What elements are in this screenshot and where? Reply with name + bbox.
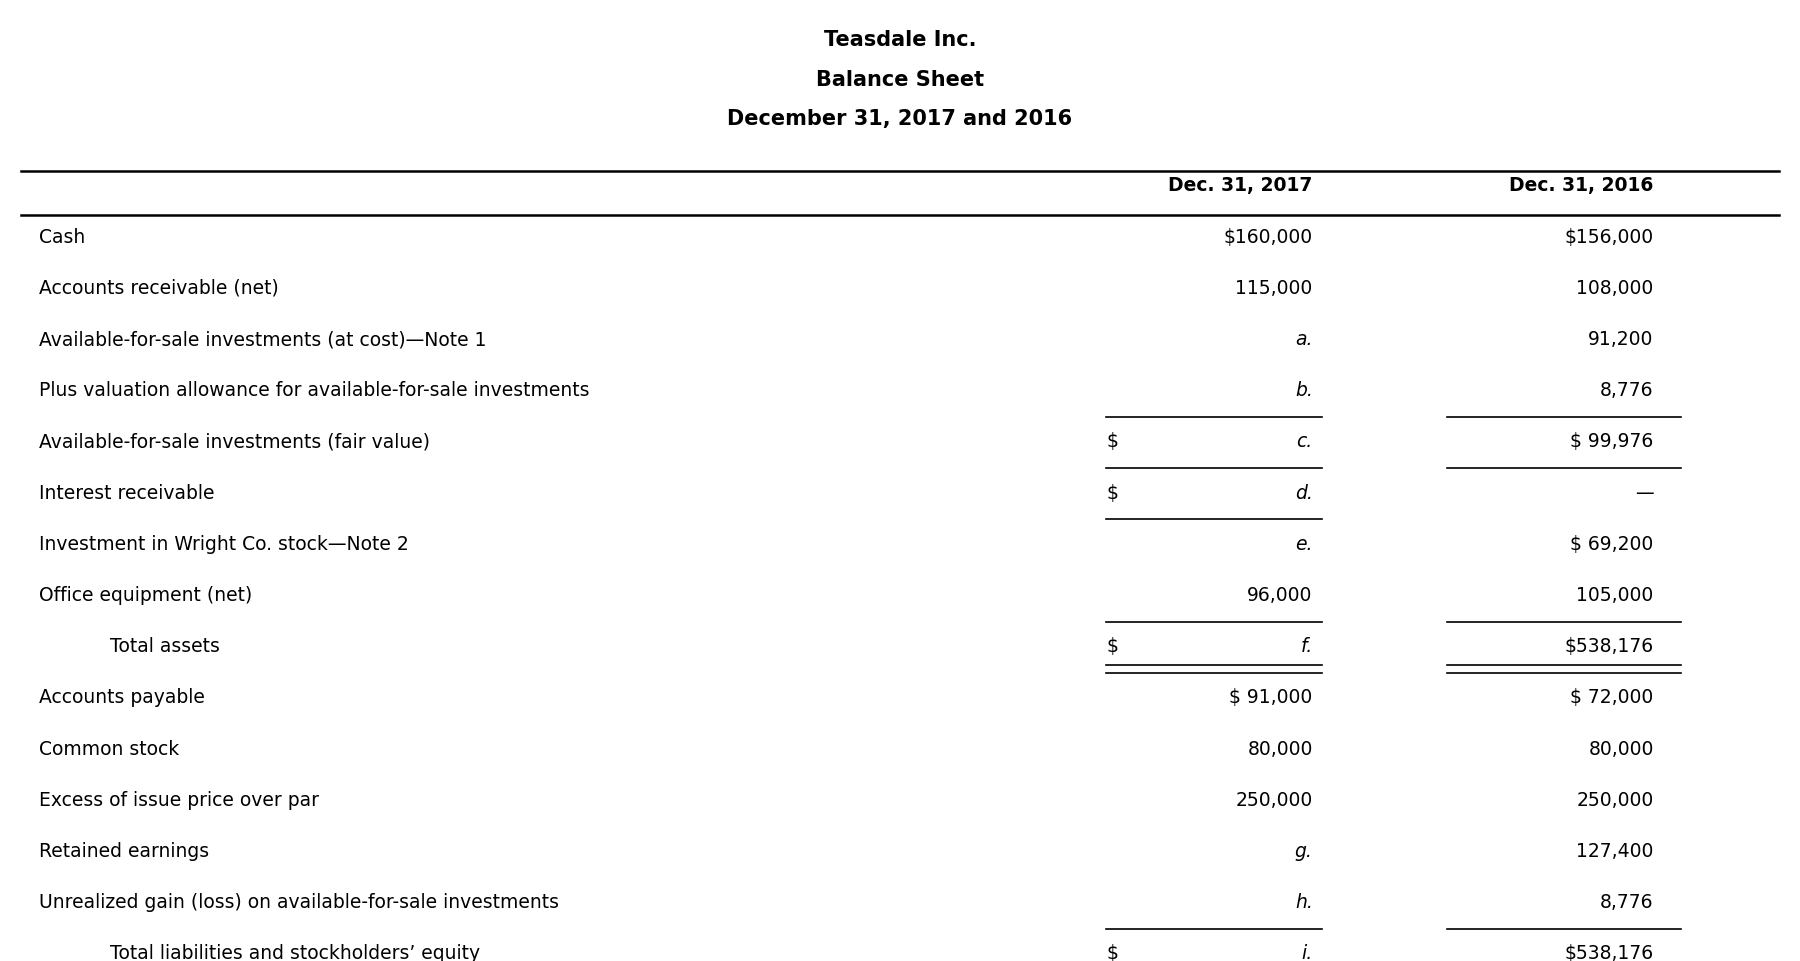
Text: 105,000: 105,000 [1577,586,1654,605]
Text: Office equipment (net): Office equipment (net) [38,586,252,605]
Text: $160,000: $160,000 [1224,228,1312,247]
Text: g.: g. [1294,842,1312,861]
Text: Plus valuation allowance for available-for-sale investments: Plus valuation allowance for available-f… [38,382,589,401]
Text: f.: f. [1300,637,1312,656]
Text: Balance Sheet: Balance Sheet [815,69,985,89]
Text: Available-for-sale investments (at cost)—Note 1: Available-for-sale investments (at cost)… [38,330,486,349]
Text: h.: h. [1294,894,1312,912]
Text: $: $ [1107,432,1118,452]
Text: 91,200: 91,200 [1588,330,1654,349]
Text: e.: e. [1296,535,1312,554]
Text: Dec. 31, 2017: Dec. 31, 2017 [1168,176,1312,194]
Text: $ 69,200: $ 69,200 [1570,535,1654,554]
Text: Total liabilities and stockholders’ equity: Total liabilities and stockholders’ equi… [110,945,481,961]
Text: d.: d. [1294,483,1312,503]
Text: Accounts payable: Accounts payable [38,688,205,707]
Text: 115,000: 115,000 [1235,279,1312,298]
Text: Unrealized gain (loss) on available-for-sale investments: Unrealized gain (loss) on available-for-… [38,894,558,912]
Text: —: — [1634,483,1654,503]
Text: i.: i. [1301,945,1312,961]
Text: 127,400: 127,400 [1577,842,1654,861]
Text: 108,000: 108,000 [1577,279,1654,298]
Text: a.: a. [1296,330,1312,349]
Text: Total assets: Total assets [110,637,220,656]
Text: c.: c. [1296,432,1312,452]
Text: 80,000: 80,000 [1247,740,1312,758]
Text: 80,000: 80,000 [1588,740,1654,758]
Text: December 31, 2017 and 2016: December 31, 2017 and 2016 [727,109,1073,129]
Text: $: $ [1107,945,1118,961]
Text: Dec. 31, 2016: Dec. 31, 2016 [1508,176,1654,194]
Text: Interest receivable: Interest receivable [38,483,214,503]
Text: b.: b. [1294,382,1312,401]
Text: Teasdale Inc.: Teasdale Inc. [824,30,976,50]
Text: Available-for-sale investments (fair value): Available-for-sale investments (fair val… [38,432,430,452]
Text: $538,176: $538,176 [1564,637,1654,656]
Text: 250,000: 250,000 [1235,791,1312,810]
Text: Common stock: Common stock [38,740,178,758]
Text: $ 91,000: $ 91,000 [1229,688,1312,707]
Text: Investment in Wright Co. stock—Note 2: Investment in Wright Co. stock—Note 2 [38,535,409,554]
Text: 8,776: 8,776 [1600,382,1654,401]
Text: Accounts receivable (net): Accounts receivable (net) [38,279,279,298]
Text: $ 99,976: $ 99,976 [1570,432,1654,452]
Text: Retained earnings: Retained earnings [38,842,209,861]
Text: 8,776: 8,776 [1600,894,1654,912]
Text: Excess of issue price over par: Excess of issue price over par [38,791,319,810]
Text: $: $ [1107,637,1118,656]
Text: $538,176: $538,176 [1564,945,1654,961]
Text: 96,000: 96,000 [1247,586,1312,605]
Text: 250,000: 250,000 [1577,791,1654,810]
Text: Cash: Cash [38,228,85,247]
Text: $: $ [1107,483,1118,503]
Text: $156,000: $156,000 [1564,228,1654,247]
Text: $ 72,000: $ 72,000 [1570,688,1654,707]
